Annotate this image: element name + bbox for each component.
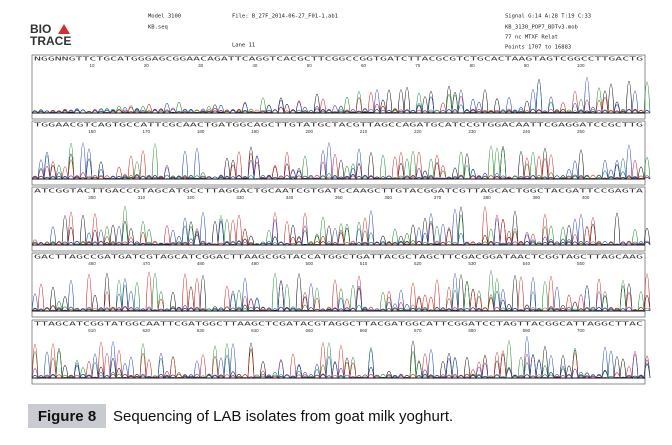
- position-label: 230: [468, 129, 476, 134]
- row-frame: [31, 252, 646, 318]
- header-text: Signal G:14 A:28 T:19 C:33: [505, 14, 591, 20]
- trace: [31, 150, 651, 181]
- position-label: 670: [414, 328, 422, 333]
- header-text: File: B_27F_2014-06-27_F01-1.ab1: [232, 14, 338, 20]
- header-text: Model 3100: [148, 14, 181, 20]
- caption-label-box: [28, 404, 106, 428]
- row-frame: [31, 54, 646, 120]
- position-label: 400: [582, 195, 590, 200]
- position-label: 460: [88, 261, 96, 266]
- position-label: 30: [198, 63, 204, 68]
- position-label: 220: [414, 129, 422, 134]
- position-label: 660: [360, 328, 368, 333]
- chromatogram: NGGNNGTTCTGCATGGGAGCGGAACAGATTCAGGTCACGC…: [31, 54, 651, 385]
- position-label: 360: [384, 195, 392, 200]
- trace: [31, 340, 651, 380]
- position-label: 470: [143, 261, 151, 266]
- position-label: 520: [414, 261, 422, 266]
- position-label: 510: [360, 261, 368, 266]
- header-text: Points 1707 to 16883: [505, 45, 571, 51]
- position-label: 610: [88, 328, 96, 333]
- position-label: 390: [533, 195, 541, 200]
- trace: [31, 208, 651, 247]
- logo-text: BIO: [30, 22, 51, 36]
- position-label: 380: [483, 195, 491, 200]
- position-label: 350: [335, 195, 343, 200]
- caption-text: Sequencing of LAB isolates from goat mil…: [113, 408, 453, 425]
- position-label: 90: [524, 63, 530, 68]
- base-calls: NGGNNGTTCTGCATGGGAGCGGAACAGATTCAGGTCACGC…: [34, 57, 643, 63]
- position-label: 530: [468, 261, 476, 266]
- header-text: KB_3130_POP7_BDTv3.mob: [505, 25, 578, 31]
- row-frame: [31, 319, 646, 385]
- position-label: 320: [187, 195, 195, 200]
- base-calls: GACTTAGCCGATGATCGTAGCATCGGACTTAAGCGGTACC…: [34, 255, 643, 261]
- logo-text: TRACE: [30, 34, 71, 48]
- position-label: 680: [468, 328, 476, 333]
- position-label: 240: [523, 129, 531, 134]
- position-label: 10: [89, 63, 95, 68]
- base-calls: TTAGCATCGGTATGGCAATTCGATGGCTTAAGCTCGATAC…: [34, 322, 643, 328]
- row-frame: [31, 120, 646, 186]
- position-label: 540: [523, 261, 531, 266]
- position-label: 690: [523, 328, 531, 333]
- position-label: 70: [415, 63, 421, 68]
- logo-icon: [58, 24, 70, 34]
- caption-label: Figure 8: [38, 408, 96, 425]
- position-label: 300: [88, 195, 96, 200]
- position-label: 370: [434, 195, 442, 200]
- header-text: 77 nc MTXF Relat: [505, 35, 558, 41]
- position-label: 50: [307, 63, 313, 68]
- position-label: 500: [305, 261, 313, 266]
- position-label: 650: [305, 328, 313, 333]
- position-label: 490: [251, 261, 259, 266]
- base-calls: TGGAACGTCAGTGCCATTCGCAACTGATGGCAGCTTGTAT…: [34, 123, 643, 129]
- position-label: 550: [577, 261, 585, 266]
- position-label: 310: [138, 195, 146, 200]
- base-calls: ATCGGTACTTGACCGTAGCATGCCTTAGGACTGCAATCGT…: [34, 189, 643, 195]
- position-label: 100: [577, 63, 585, 68]
- position-label: 40: [252, 63, 258, 68]
- position-label: 190: [251, 129, 259, 134]
- position-label: 160: [88, 129, 96, 134]
- position-label: 340: [286, 195, 294, 200]
- position-label: 60: [361, 63, 367, 68]
- position-label: 20: [144, 63, 150, 68]
- header-text: Lane 11: [232, 43, 255, 49]
- trace: [31, 146, 651, 181]
- position-label: 630: [197, 328, 205, 333]
- position-label: 80: [470, 63, 476, 68]
- trace: [31, 270, 651, 313]
- position-label: 180: [197, 129, 205, 134]
- position-label: 480: [197, 261, 205, 266]
- position-label: 210: [360, 129, 368, 134]
- position-label: 640: [251, 328, 259, 333]
- position-label: 330: [236, 195, 244, 200]
- position-label: 620: [143, 328, 151, 333]
- header-text: KB.seq: [148, 25, 168, 31]
- position-label: 250: [577, 129, 585, 134]
- position-label: 170: [143, 129, 151, 134]
- row-frame: [31, 186, 646, 252]
- position-label: 200: [305, 129, 313, 134]
- position-label: 700: [577, 328, 585, 333]
